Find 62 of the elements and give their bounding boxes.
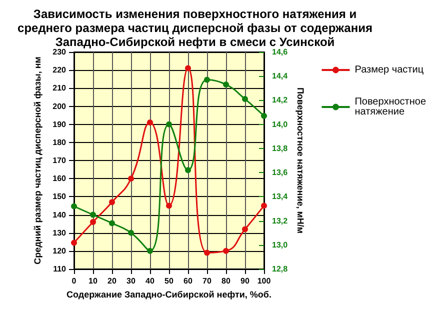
point bbox=[71, 240, 77, 246]
point bbox=[185, 65, 191, 72]
y2-tick-label: 14,2 bbox=[272, 96, 288, 105]
y-tick-label: 180 bbox=[52, 138, 67, 147]
x-tick-label: 90 bbox=[240, 276, 250, 286]
y-tick-label: 160 bbox=[52, 174, 67, 184]
y2-tick-label: 14,4 bbox=[272, 72, 288, 81]
y2-tick-label: 13,8 bbox=[272, 144, 288, 153]
y-tick-label: 140 bbox=[52, 210, 67, 220]
x-tick-label: 70 bbox=[202, 276, 212, 286]
x-tick-label: 10 bbox=[88, 276, 98, 286]
y2-tick-label: 13,2 bbox=[272, 216, 288, 226]
point bbox=[261, 112, 267, 119]
point bbox=[242, 96, 248, 102]
y2-tick-label: 13,0 bbox=[272, 240, 288, 250]
y-tick-label: 130 bbox=[52, 228, 67, 238]
y-tick-label: 210 bbox=[52, 84, 67, 93]
y2-tick-label: 13,6 bbox=[272, 168, 288, 178]
point bbox=[71, 203, 77, 210]
x-tick-label: 20 bbox=[108, 276, 117, 286]
point bbox=[223, 82, 229, 88]
y-tick-label: 190 bbox=[52, 120, 67, 129]
point bbox=[166, 121, 172, 128]
point bbox=[204, 76, 210, 83]
point bbox=[147, 120, 153, 126]
point bbox=[90, 212, 96, 218]
y2-tick-label: 13,4 bbox=[272, 192, 288, 202]
y-tick-label: 120 bbox=[52, 246, 67, 256]
point bbox=[185, 167, 191, 174]
point bbox=[261, 202, 267, 209]
x-tick-label: 60 bbox=[184, 276, 193, 286]
point bbox=[223, 248, 229, 254]
point bbox=[90, 218, 96, 225]
legend-label: Размер частиц bbox=[354, 64, 424, 76]
y2-tick-label: 14,6 bbox=[272, 48, 288, 56]
y-tick-label: 110 bbox=[53, 264, 67, 274]
y2-tick-label: 14,0 bbox=[272, 120, 288, 129]
point bbox=[128, 176, 134, 182]
y-tick-label: 230 bbox=[52, 48, 67, 56]
y2-axis-title: Поверхностное натяжение, мН/м bbox=[296, 87, 306, 234]
x-tick-label: 30 bbox=[126, 276, 136, 286]
y-tick-label: 220 bbox=[52, 66, 67, 75]
x-tick-label: 40 bbox=[146, 276, 155, 286]
point bbox=[166, 202, 172, 209]
y-tick-label: 150 bbox=[52, 192, 67, 202]
chart-title: Зависимость изменения поверхностного натяжения и среднего размера частиц дисперсной фазы от содержания Западно-Сибирской нефти в смеси с Усинской bbox=[18, 7, 372, 49]
y-tick-label: 200 bbox=[52, 102, 67, 111]
point bbox=[128, 230, 134, 236]
y-tick-label: 170 bbox=[52, 156, 67, 165]
point bbox=[147, 248, 153, 254]
x-axis-title: Содержание Западно-Сибирской нефти, %об. bbox=[66, 289, 272, 300]
x-tick-label: 80 bbox=[222, 276, 231, 286]
x-tick-label: 100 bbox=[257, 276, 272, 286]
point bbox=[242, 226, 248, 232]
point bbox=[204, 250, 210, 256]
point bbox=[109, 199, 115, 206]
y-axis-title: Средний размер частиц дисперсной фазы, нм bbox=[32, 56, 42, 264]
legend-label: Поверхностное натяжение bbox=[354, 96, 426, 118]
point bbox=[109, 220, 115, 226]
x-tick-label: 50 bbox=[164, 276, 174, 286]
y2-tick-label: 12,8 bbox=[272, 264, 288, 274]
x-tick-label: 0 bbox=[72, 276, 77, 286]
